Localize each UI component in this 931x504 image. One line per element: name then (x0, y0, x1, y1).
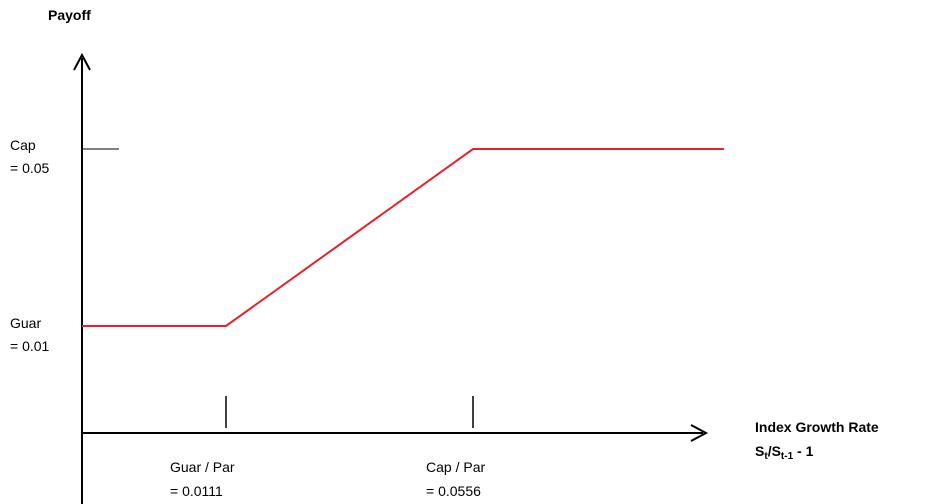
x-axis-arrowhead (690, 424, 709, 442)
cap-label-value: = 0.05 (10, 160, 50, 176)
payoff-line (82, 148, 724, 327)
y-axis-label: Payoff (48, 7, 91, 23)
guar-par-label-name: Guar / Par (170, 459, 235, 475)
cap-par-label-name: Cap / Par (426, 459, 486, 475)
formula-slash: /S (767, 443, 781, 459)
x-axis-label: Index Growth Rate (755, 419, 879, 435)
cap-label-name: Cap (10, 137, 36, 153)
formula-sub1: t (764, 451, 768, 462)
guar-label-value: = 0.01 (10, 338, 50, 354)
guar-label-name: Guar (10, 315, 42, 331)
guar-par-label-value: = 0.0111 (170, 483, 223, 499)
cap-par-label-value: = 0.0556 (426, 483, 481, 499)
formula-sub2: t-1 (780, 451, 794, 462)
formula-s1: S (755, 443, 765, 459)
formula-tail: - 1 (793, 443, 814, 459)
y-axis-arrowhead (73, 52, 91, 71)
x-axis-formula: St/St-1 - 1 (755, 442, 813, 466)
